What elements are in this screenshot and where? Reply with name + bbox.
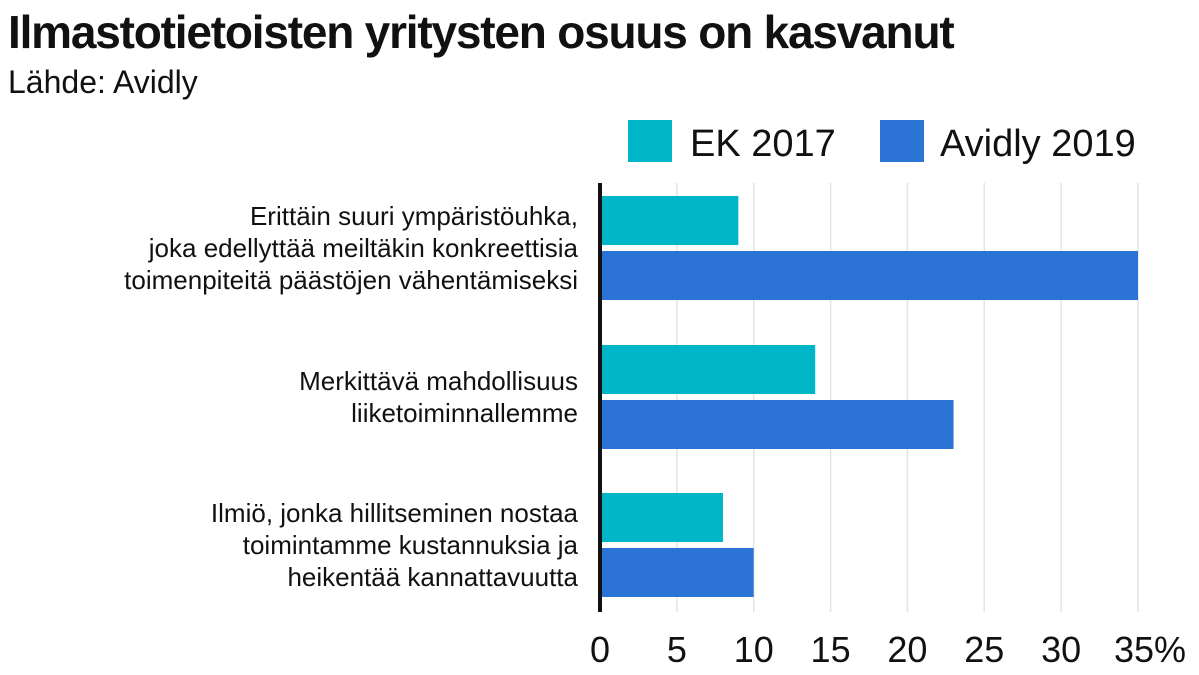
x-tick-label: 10 — [734, 629, 774, 670]
category-label: liiketoiminnallemme — [351, 398, 578, 428]
legend-swatch-ek-2017 — [628, 120, 672, 162]
bar-avidly-2019-3 — [600, 548, 754, 597]
x-tick-label: 30 — [1041, 629, 1081, 670]
category-label: Erittäin suuri ympäristöuhka, — [250, 201, 578, 231]
bar-avidly-2019-2 — [600, 400, 954, 449]
category-label: toimenpiteitä päästöjen vähentämiseksi — [124, 265, 578, 295]
bar-ek-2017-1 — [600, 196, 739, 245]
bar-ek-2017-3 — [600, 493, 723, 542]
legend-label-avidly-2019: Avidly 2019 — [940, 123, 1136, 165]
chart-title: Ilmastotietoisten yritysten osuus on kas… — [8, 6, 955, 58]
bar-avidly-2019-1 — [600, 251, 1138, 300]
x-tick-label: 0 — [590, 629, 610, 670]
category-label: heikentää kannattavuutta — [287, 562, 578, 592]
x-tick-label: 5 — [667, 629, 687, 670]
x-tick-label: 35% — [1114, 629, 1186, 670]
category-label: Ilmiö, jonka hillitseminen nostaa — [211, 498, 579, 528]
x-tick-label: 15 — [811, 629, 851, 670]
x-tick-label: 25 — [964, 629, 1004, 670]
legend-swatch-avidly-2019 — [880, 120, 924, 162]
chart-subtitle: Lähde: Avidly — [8, 64, 198, 100]
category-label: joka edellyttää meiltäkin konkreettisia — [148, 233, 579, 263]
bar-ek-2017-2 — [600, 345, 816, 394]
legend-label-ek-2017: EK 2017 — [690, 123, 836, 165]
x-tick-label: 20 — [887, 629, 927, 670]
category-label: toimintamme kustannuksia ja — [243, 530, 579, 560]
category-label: Merkittävä mahdollisuus — [299, 366, 578, 396]
